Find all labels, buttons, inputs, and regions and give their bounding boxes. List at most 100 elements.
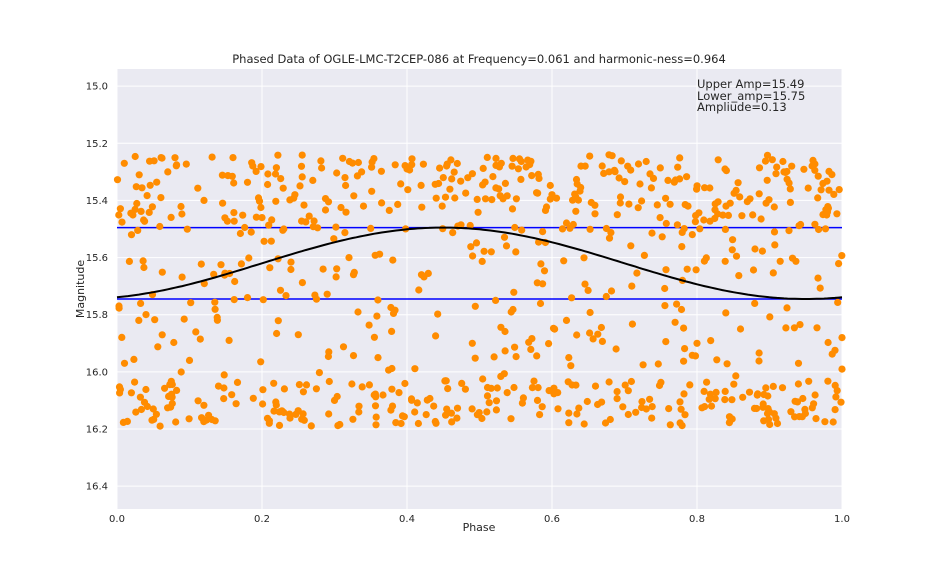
data-point xyxy=(540,267,549,275)
data-point xyxy=(115,211,123,219)
data-point xyxy=(233,378,242,386)
data-point xyxy=(771,241,779,249)
data-point xyxy=(432,194,440,202)
data-point xyxy=(245,254,253,262)
data-point xyxy=(368,163,376,171)
data-point xyxy=(394,200,402,208)
data-point xyxy=(270,379,278,387)
data-point xyxy=(769,269,777,277)
data-point xyxy=(355,408,363,416)
data-point xyxy=(137,405,145,414)
data-point xyxy=(172,418,180,426)
data-point xyxy=(358,383,366,391)
data-point xyxy=(471,302,479,310)
data-point xyxy=(821,225,830,233)
data-point xyxy=(814,172,822,180)
data-point xyxy=(434,310,442,318)
data-point xyxy=(584,286,592,294)
data-point xyxy=(765,408,774,416)
data-point xyxy=(723,360,731,368)
data-point xyxy=(411,408,419,416)
data-point xyxy=(271,170,280,178)
data-point xyxy=(350,268,358,276)
data-point xyxy=(824,377,832,385)
data-point xyxy=(446,185,454,193)
data-point xyxy=(565,419,573,427)
data-point xyxy=(624,387,632,395)
data-point xyxy=(573,180,581,188)
data-point xyxy=(120,359,129,367)
data-point xyxy=(823,177,831,185)
data-point xyxy=(761,157,770,165)
data-point xyxy=(408,161,416,169)
data-point xyxy=(177,368,185,376)
data-point xyxy=(655,381,664,390)
data-point xyxy=(729,236,737,244)
data-point xyxy=(788,254,797,262)
data-point xyxy=(161,384,169,392)
data-point xyxy=(492,154,500,162)
fit-curve xyxy=(116,226,843,300)
data-point xyxy=(600,169,608,177)
data-point xyxy=(671,318,679,326)
data-point xyxy=(736,193,744,201)
data-point xyxy=(508,205,517,213)
data-point xyxy=(785,179,793,187)
data-point xyxy=(172,162,180,170)
data-point xyxy=(483,392,492,400)
data-point xyxy=(691,352,700,360)
data-point xyxy=(732,372,740,380)
data-point xyxy=(385,366,393,374)
data-point xyxy=(276,286,285,294)
data-point xyxy=(404,186,412,194)
y-tick-label: 15.0 xyxy=(86,82,108,93)
data-point xyxy=(395,389,403,397)
data-point xyxy=(336,420,344,429)
data-point xyxy=(702,254,710,262)
data-point xyxy=(591,210,599,218)
data-point xyxy=(438,202,446,210)
data-point xyxy=(580,254,588,262)
data-point xyxy=(683,265,691,273)
data-point xyxy=(143,402,151,411)
data-point xyxy=(586,308,594,317)
data-point xyxy=(211,417,219,425)
y-tick-label: 15.4 xyxy=(86,196,108,207)
data-point xyxy=(210,270,218,278)
data-point xyxy=(461,385,469,393)
data-point xyxy=(721,396,729,404)
data-point xyxy=(666,421,674,429)
data-point xyxy=(534,189,542,197)
data-point xyxy=(214,382,223,390)
data-point xyxy=(607,287,616,295)
data-point xyxy=(157,194,165,202)
data-point xyxy=(776,257,784,265)
data-point xyxy=(662,194,670,202)
chart-title: Phased Data of OGLE-LMC-T2CEP-086 at Fre… xyxy=(232,52,726,66)
data-point xyxy=(305,212,313,220)
data-point xyxy=(170,338,178,347)
data-point xyxy=(466,221,474,230)
data-point xyxy=(337,203,345,212)
data-point xyxy=(237,260,245,268)
data-point xyxy=(711,395,719,403)
data-point xyxy=(417,271,426,279)
data-point xyxy=(680,324,688,332)
data-point xyxy=(280,385,288,393)
data-point xyxy=(424,269,432,277)
data-point xyxy=(586,225,594,233)
data-point xyxy=(136,393,144,401)
data-point xyxy=(260,237,268,245)
data-point xyxy=(762,384,770,392)
data-point xyxy=(297,162,306,170)
data-point xyxy=(512,248,520,256)
data-point xyxy=(724,211,733,219)
data-point xyxy=(627,242,635,250)
data-point xyxy=(703,378,711,386)
data-point xyxy=(389,256,397,264)
data-point xyxy=(612,345,620,353)
data-point xyxy=(642,405,650,413)
data-point xyxy=(243,294,252,302)
data-point xyxy=(545,340,553,348)
data-point xyxy=(462,189,470,197)
